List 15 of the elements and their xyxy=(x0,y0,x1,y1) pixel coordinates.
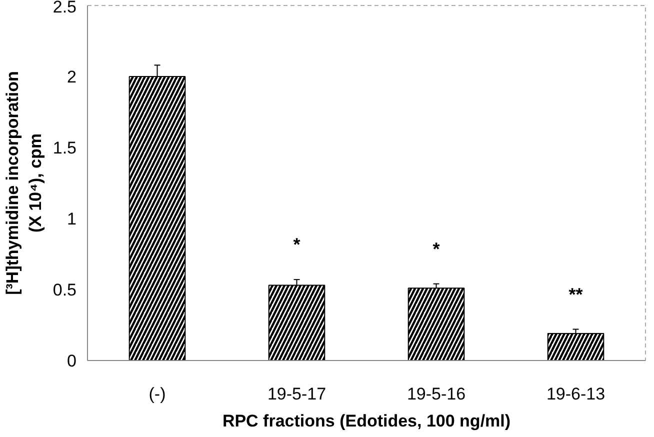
y-tick-label: 0.5 xyxy=(52,280,77,300)
x-tick-label: 19-5-16 xyxy=(406,384,466,404)
y-axis-title: [³H]thymidine incorporation (X 10⁴), cpm xyxy=(3,71,45,295)
y-tick-label: 2.5 xyxy=(52,0,77,16)
x-tick-label: 19-5-17 xyxy=(267,384,326,404)
y-tick-label: 0 xyxy=(67,352,77,370)
annotation: * xyxy=(432,238,440,259)
x-tick-label: 19-6-13 xyxy=(546,384,606,404)
annotation: * xyxy=(293,234,300,255)
y-tick-label: 1.5 xyxy=(52,138,77,158)
y-tick-label: 1 xyxy=(67,210,77,228)
y-tick-label: 2 xyxy=(67,68,77,86)
x-axis-title: RPC fractions (Edotides, 100 ng/ml) xyxy=(222,412,511,430)
annotation: ** xyxy=(568,284,583,304)
x-tick-label: (-) xyxy=(148,384,166,404)
